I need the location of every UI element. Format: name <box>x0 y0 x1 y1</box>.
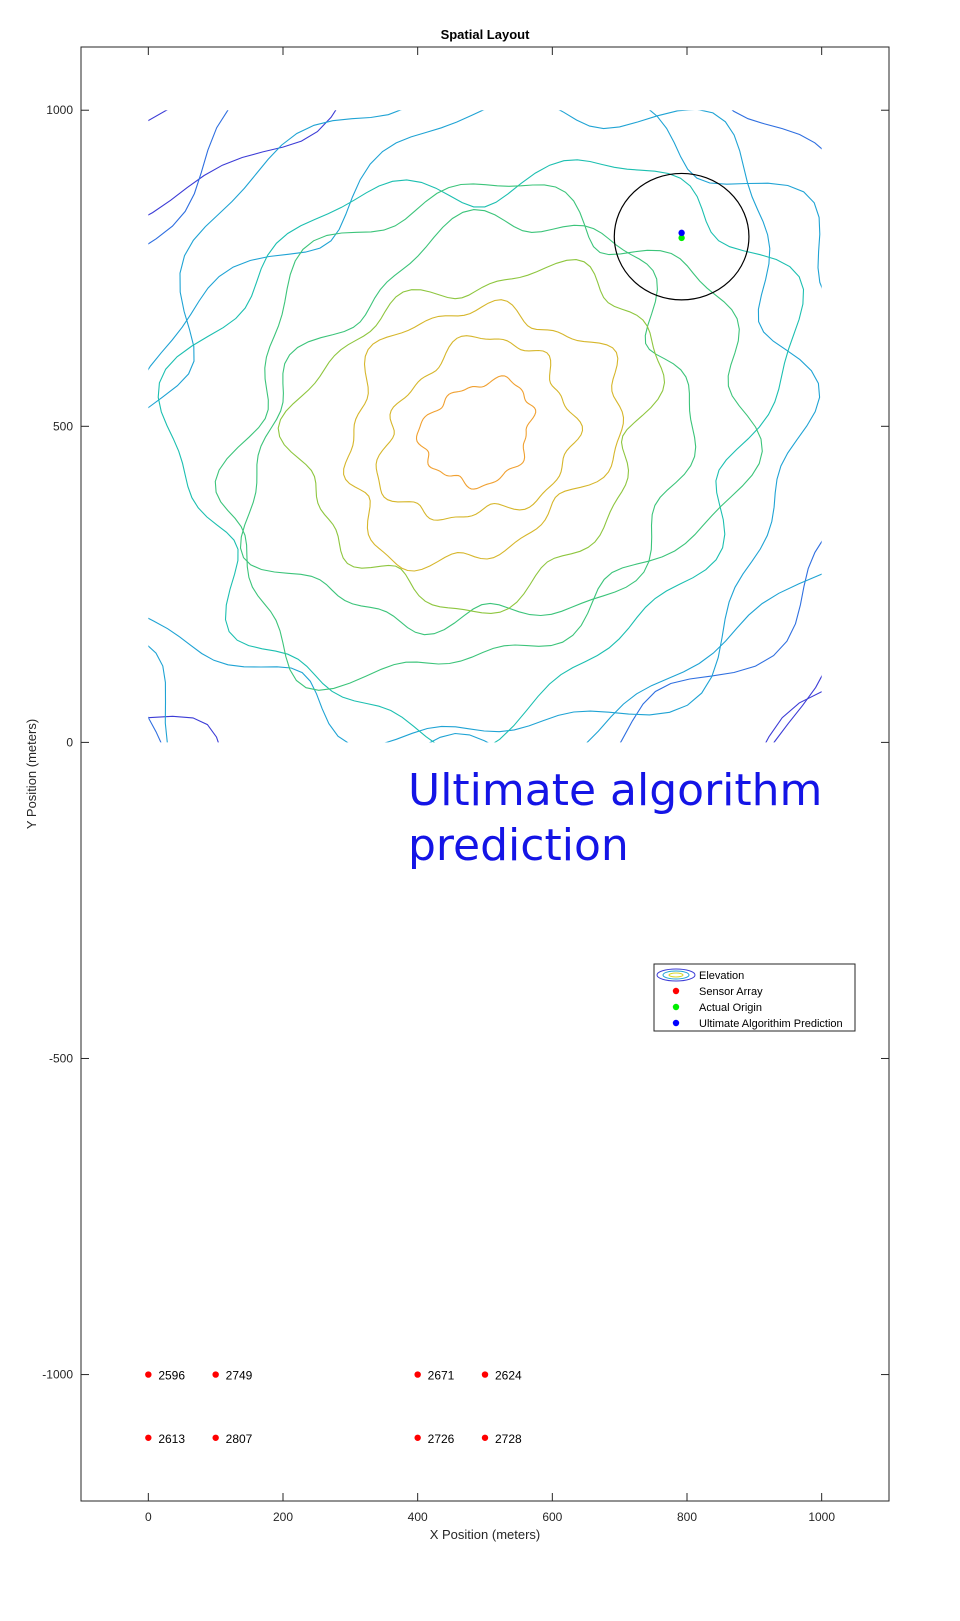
elevation-contour <box>148 110 822 743</box>
elevation-contour <box>277 259 666 614</box>
sensor-value-label: 2749 <box>226 1369 253 1383</box>
sensor-array-point <box>145 1434 152 1441</box>
sensor-value-label: 2596 <box>158 1369 185 1383</box>
legend-marker <box>672 1003 680 1011</box>
annotation-line-2: prediction <box>408 820 629 871</box>
elevation-contour <box>214 183 763 691</box>
elevation-contour <box>148 110 822 743</box>
y-tick-label: -1000 <box>42 1368 73 1382</box>
x-tick-label: 200 <box>273 1510 293 1524</box>
chart-title: Spatial Layout <box>441 27 531 42</box>
sensor-array-point <box>414 1371 421 1378</box>
legend-marker <box>672 987 680 995</box>
actual-origin-point <box>678 234 685 242</box>
ultimate-algorithim-prediction-point <box>678 229 685 237</box>
elevation-contour <box>157 159 805 743</box>
sensor-value-label: 2728 <box>495 1432 522 1446</box>
legend: Elevation Sensor Array Actual Origin Ultima… <box>653 963 856 1032</box>
sensor-array-point <box>212 1371 219 1378</box>
legend-label: Elevation <box>699 970 744 982</box>
y-tick-label: -500 <box>49 1051 73 1065</box>
legend-elevation-icon <box>668 972 684 978</box>
y-tick-label: 0 <box>66 735 73 749</box>
sensor-value-label: 2613 <box>158 1432 185 1446</box>
x-tick-label: 800 <box>677 1510 697 1524</box>
y-axis-label: Y Position (meters) <box>24 719 39 829</box>
x-axis-label: X Position (meters) <box>430 1527 541 1542</box>
legend-label: Ultimate Algorithim Prediction <box>699 1018 843 1030</box>
annotation-line-1: Ultimate algorithm <box>408 765 822 816</box>
data-marks: 2596 2749 2671 2624 2613 2807 2726 2728 <box>145 172 750 1446</box>
legend-elevation-icon <box>656 968 696 982</box>
elevation-contour <box>148 110 821 743</box>
sensor-value-label: 2624 <box>495 1369 522 1383</box>
y-tick-label: 1000 <box>46 103 73 117</box>
legend-label: Actual Origin <box>699 1002 762 1014</box>
axes: 0 200 400 600 800 1000 -1000 -500 0 500 1000 <box>42 46 890 1524</box>
x-tick-label: 0 <box>145 1510 152 1524</box>
sensor-array-point <box>145 1371 152 1378</box>
sensor-array-point <box>212 1434 219 1441</box>
y-tick-label: 500 <box>53 419 73 433</box>
sensor-value-label: 2671 <box>428 1369 455 1383</box>
x-tick-label: 600 <box>542 1510 562 1524</box>
elevation-contour-layer <box>148 110 822 743</box>
sensor-array-point <box>481 1371 489 1378</box>
plot-frame <box>80 46 890 1502</box>
sensor-array-point <box>414 1434 421 1441</box>
x-tick-label: 1000 <box>808 1510 835 1524</box>
elevation-contour <box>375 335 584 521</box>
elevation-contour <box>415 375 537 490</box>
sensor-value-label: 2807 <box>226 1432 253 1446</box>
legend-marker <box>672 1019 680 1027</box>
elevation-contour <box>239 209 697 636</box>
legend-label: Sensor Array <box>699 986 763 998</box>
legend-elevation-icon <box>662 970 690 980</box>
contour-lines <box>148 110 822 743</box>
legend-box <box>653 963 856 1032</box>
sensor-value-label: 2726 <box>428 1432 455 1446</box>
prediction-uncertainty-circle <box>613 172 750 301</box>
sensor-array-point <box>481 1434 489 1441</box>
x-tick-label: 400 <box>408 1510 428 1524</box>
elevation-contour <box>343 299 625 572</box>
